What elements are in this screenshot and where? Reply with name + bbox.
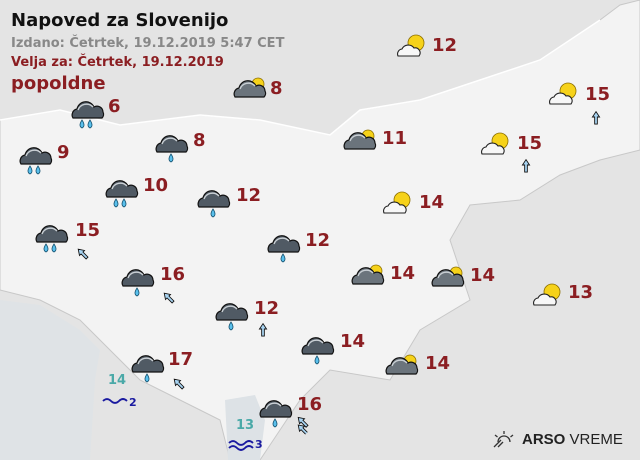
temperature-label: 6 [108,96,121,117]
temperature-label: 12 [305,230,331,251]
temperature-label: 16 [297,394,323,415]
page-title: Napoved za Slovenijo [11,10,229,31]
mostly-sunny-icon [478,132,516,170]
sun-logo-icon [493,431,514,448]
cloud-rain-icon [256,395,294,433]
mostly-sunny-icon [394,34,432,72]
cloud-rain-icon [152,130,190,168]
temperature-label: 14 [340,331,366,352]
wind-arrow-icon [518,156,534,178]
temperature-label: 14 [390,263,416,284]
wind-arrow-icon [255,320,271,342]
temperature-label: 14 [470,265,496,286]
temperature-label: 15 [75,220,101,241]
temperature-label: 15 [585,84,611,105]
valid-for-date: Velja za: Četrtek, 19.12.2019 [11,55,224,70]
wind-arrow-icon [170,374,186,396]
sea-bay [225,395,265,460]
cloud-heavy-rain-icon [68,96,106,134]
logo-bold: ARSO [522,430,566,448]
waves-indicator: 2 [102,396,137,410]
mostly-sunny-icon [380,191,418,229]
cloud-rain-icon [118,264,156,302]
wind-arrow-icon [160,288,176,310]
wind-arrow-icon [588,108,604,130]
temperature-label: 8 [193,130,206,151]
issued-time: Izdano: Četrtek, 19.12.2019 5:47 CET [11,36,285,51]
wind-arrow-icon [294,416,310,438]
mostly-sunny-icon [546,82,584,120]
partly-cloudy-icon [230,75,268,113]
partly-cloudy-icon [340,127,378,165]
temperature-label: 16 [160,264,186,285]
cloud-rain-icon [194,185,232,223]
temperature-label: 8 [270,78,283,99]
cloud-rain-icon [298,332,336,370]
forecast-period: popoldne [11,73,106,94]
wave-height: 2 [129,396,137,409]
temperature-label: 15 [517,133,543,154]
sea-temperature-label: 14 [108,373,127,388]
temperature-label: 12 [236,185,262,206]
temperature-label: 17 [168,349,194,370]
cloud-heavy-rain-icon [16,142,54,180]
wind-arrow-icon [74,244,90,266]
temperature-label: 12 [254,298,280,319]
sea-temperature-label: 13 [236,418,255,433]
cloud-rain-icon [264,230,302,268]
temperature-label: 14 [419,192,445,213]
waves-icon [228,440,254,451]
wave-height: 3 [255,438,263,451]
logo-light: VREME [569,430,623,448]
partly-cloudy-icon [428,264,466,302]
temperature-label: 10 [143,175,169,196]
partly-cloudy-icon [382,352,420,390]
temperature-label: 11 [382,128,408,149]
waves-icon [102,398,128,404]
temperature-label: 12 [432,35,458,56]
cloud-rain-icon [128,350,166,388]
temperature-label: 9 [57,142,70,163]
temperature-label: 13 [568,282,594,303]
sea [0,300,100,460]
cloud-heavy-rain-icon [102,175,140,213]
cloud-rain-icon [212,298,250,336]
partly-cloudy-icon [348,262,386,300]
waves-indicator: 3 [228,438,263,452]
cloud-heavy-rain-icon [32,220,70,258]
temperature-label: 14 [425,353,451,374]
arso-logo[interactable]: ARSO VREME [492,430,623,448]
mostly-sunny-icon [530,283,568,321]
